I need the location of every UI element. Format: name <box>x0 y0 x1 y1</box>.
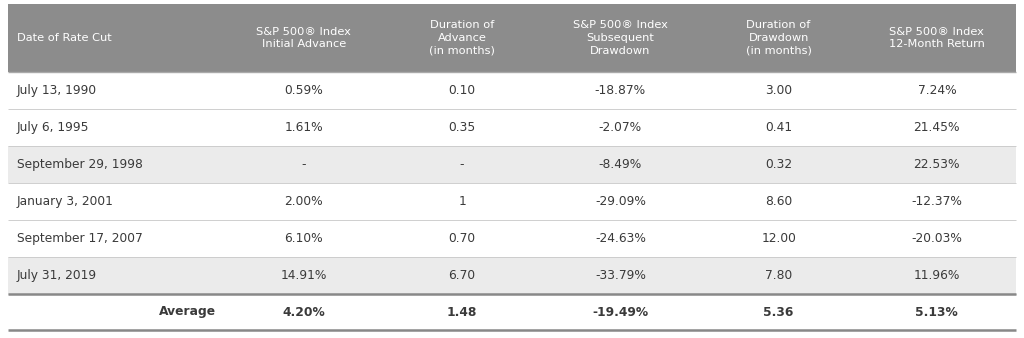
Text: July 13, 1990: July 13, 1990 <box>17 84 97 97</box>
Text: September 17, 2007: September 17, 2007 <box>17 232 142 245</box>
Bar <box>8 146 1016 183</box>
Text: 0.59%: 0.59% <box>285 84 324 97</box>
Text: S&P 500® Index
12-Month Return: S&P 500® Index 12-Month Return <box>889 27 985 49</box>
Bar <box>8 220 1016 257</box>
Bar <box>8 4 1016 72</box>
Text: 12.00: 12.00 <box>761 232 796 245</box>
Text: -24.63%: -24.63% <box>595 232 646 245</box>
Text: 0.35: 0.35 <box>449 121 476 134</box>
Text: -12.37%: -12.37% <box>911 195 963 208</box>
Text: -8.49%: -8.49% <box>599 158 642 171</box>
Bar <box>8 294 1016 330</box>
Text: 0.70: 0.70 <box>449 232 476 245</box>
Text: 0.10: 0.10 <box>449 84 476 97</box>
Text: 5.36: 5.36 <box>764 306 794 318</box>
Text: 6.70: 6.70 <box>449 269 476 282</box>
Text: 0.32: 0.32 <box>765 158 793 171</box>
Text: 1.61%: 1.61% <box>285 121 324 134</box>
Text: July 31, 2019: July 31, 2019 <box>17 269 97 282</box>
Text: S&P 500® Index
Subsequent
Drawdown: S&P 500® Index Subsequent Drawdown <box>572 20 668 56</box>
Text: 7.24%: 7.24% <box>918 84 956 97</box>
Text: 2.00%: 2.00% <box>285 195 324 208</box>
Text: July 6, 1995: July 6, 1995 <box>17 121 89 134</box>
Text: -18.87%: -18.87% <box>595 84 646 97</box>
Text: Duration of
Advance
(in months): Duration of Advance (in months) <box>429 20 495 56</box>
Text: Average: Average <box>159 306 216 318</box>
Text: Duration of
Drawdown
(in months): Duration of Drawdown (in months) <box>745 20 812 56</box>
Text: -2.07%: -2.07% <box>599 121 642 134</box>
Text: -: - <box>460 158 464 171</box>
Text: 22.53%: 22.53% <box>913 158 961 171</box>
Text: -20.03%: -20.03% <box>911 232 963 245</box>
Bar <box>8 183 1016 220</box>
Text: January 3, 2001: January 3, 2001 <box>17 195 114 208</box>
Text: S&P 500® Index
Initial Advance: S&P 500® Index Initial Advance <box>256 27 351 49</box>
Text: 4.20%: 4.20% <box>283 306 326 318</box>
Text: 8.60: 8.60 <box>765 195 793 208</box>
Bar <box>8 109 1016 146</box>
Text: -: - <box>302 158 306 171</box>
Text: 21.45%: 21.45% <box>913 121 961 134</box>
Text: 14.91%: 14.91% <box>281 269 327 282</box>
Text: 1.48: 1.48 <box>446 306 477 318</box>
Text: 6.10%: 6.10% <box>285 232 324 245</box>
Text: -19.49%: -19.49% <box>592 306 648 318</box>
Text: 5.13%: 5.13% <box>915 306 958 318</box>
Text: -29.09%: -29.09% <box>595 195 646 208</box>
Text: 0.41: 0.41 <box>765 121 793 134</box>
Text: 1: 1 <box>458 195 466 208</box>
Text: September 29, 1998: September 29, 1998 <box>17 158 143 171</box>
Text: Date of Rate Cut: Date of Rate Cut <box>17 33 112 43</box>
Text: 11.96%: 11.96% <box>913 269 961 282</box>
Text: -33.79%: -33.79% <box>595 269 646 282</box>
Text: 7.80: 7.80 <box>765 269 793 282</box>
Bar <box>8 257 1016 294</box>
Text: 3.00: 3.00 <box>765 84 793 97</box>
Bar <box>8 72 1016 109</box>
